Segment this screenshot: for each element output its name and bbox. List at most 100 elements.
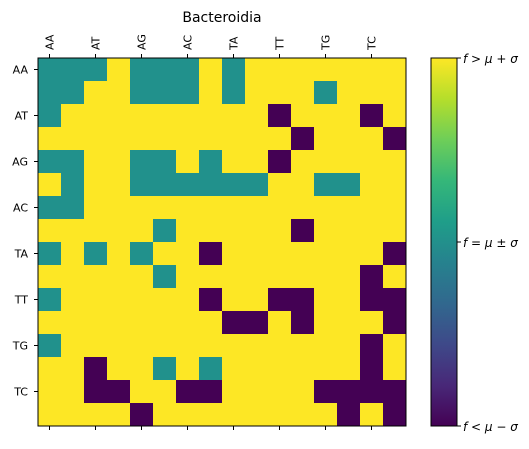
- heatmap-cell: [107, 334, 131, 358]
- heatmap-cell: [61, 150, 85, 174]
- heatmap-cell: [383, 288, 407, 312]
- heatmap-cell: [107, 104, 131, 128]
- heatmap-cell: [360, 196, 384, 220]
- heatmap-cell: [130, 58, 154, 82]
- chart-title: Bacteroidia: [182, 10, 261, 26]
- heatmap-cell: [38, 311, 62, 335]
- heatmap-cell: [245, 127, 269, 151]
- heatmap-cell: [61, 357, 85, 381]
- heatmap-cell: [268, 173, 292, 197]
- heatmap-cell: [314, 196, 338, 220]
- heatmap-cell: [268, 380, 292, 404]
- heatmap-cell: [245, 150, 269, 174]
- heatmap-cell: [314, 127, 338, 151]
- heatmap-cell: [199, 288, 223, 312]
- heatmap-cell: [337, 81, 361, 105]
- heatmap-cell: [360, 219, 384, 243]
- heatmap-cell: [153, 219, 177, 243]
- heatmap-cell: [291, 357, 315, 381]
- heatmap-cell: [268, 127, 292, 151]
- heatmap-cell: [360, 150, 384, 174]
- heatmap-cell: [360, 81, 384, 105]
- heatmap-cell: [291, 403, 315, 427]
- heatmap-cell: [153, 81, 177, 105]
- heatmap-cell: [38, 150, 62, 174]
- heatmap-cell: [130, 219, 154, 243]
- x-tick-label: TA: [228, 36, 241, 51]
- heatmap-cells: [38, 58, 407, 427]
- heatmap-cell: [199, 81, 223, 105]
- heatmap-cell: [130, 357, 154, 381]
- heatmap-cell: [337, 380, 361, 404]
- heatmap-cell: [245, 357, 269, 381]
- heatmap-cell: [38, 127, 62, 151]
- heatmap-cell: [222, 334, 246, 358]
- heatmap-cell: [199, 127, 223, 151]
- heatmap-cell: [176, 380, 200, 404]
- heatmap-cell: [314, 58, 338, 82]
- heatmap-cell: [130, 81, 154, 105]
- heatmap-cell: [337, 173, 361, 197]
- heatmap-cell: [222, 265, 246, 289]
- heatmap-cell: [360, 127, 384, 151]
- heatmap-cell: [291, 288, 315, 312]
- heatmap-cell: [383, 58, 407, 82]
- heatmap-cell: [199, 311, 223, 335]
- heatmap-cell: [383, 81, 407, 105]
- heatmap-cell: [199, 150, 223, 174]
- heatmap-cell: [268, 357, 292, 381]
- heatmap-cell: [84, 334, 108, 358]
- heatmap-cell: [291, 334, 315, 358]
- heatmap-cell: [153, 403, 177, 427]
- heatmap-cell: [38, 104, 62, 128]
- heatmap-cell: [153, 265, 177, 289]
- heatmap-cell: [222, 357, 246, 381]
- heatmap-cell: [61, 81, 85, 105]
- y-tick-label: TC: [13, 386, 28, 399]
- heatmap-cell: [199, 58, 223, 82]
- heatmap-cell: [337, 58, 361, 82]
- heatmap-cell: [107, 242, 131, 266]
- heatmap-cell: [268, 288, 292, 312]
- heatmap-cell: [222, 150, 246, 174]
- heatmap-cell: [291, 58, 315, 82]
- heatmap-cell: [199, 173, 223, 197]
- heatmap-cell: [153, 58, 177, 82]
- heatmap-cell: [176, 403, 200, 427]
- heatmap-cell: [222, 380, 246, 404]
- heatmap-cell: [153, 357, 177, 381]
- heatmap-cell: [360, 380, 384, 404]
- heatmap-cell: [38, 403, 62, 427]
- heatmap-cell: [268, 311, 292, 335]
- heatmap-cell: [291, 150, 315, 174]
- heatmap-cell: [130, 380, 154, 404]
- heatmap-cell: [107, 265, 131, 289]
- heatmap-cell: [176, 196, 200, 220]
- heatmap-cell: [61, 265, 85, 289]
- heatmap-cell: [268, 196, 292, 220]
- heatmap-cell: [383, 104, 407, 128]
- heatmap-cell: [130, 242, 154, 266]
- heatmap-cell: [245, 334, 269, 358]
- heatmap-cell: [153, 380, 177, 404]
- heatmap-cell: [222, 219, 246, 243]
- heatmap-cell: [199, 265, 223, 289]
- heatmap-cell: [130, 334, 154, 358]
- heatmap-cell: [84, 219, 108, 243]
- heatmap-cell: [268, 150, 292, 174]
- heatmap-cell: [245, 81, 269, 105]
- heatmap-cell: [245, 380, 269, 404]
- heatmap-cell: [222, 242, 246, 266]
- heatmap-cell: [245, 403, 269, 427]
- heatmap-cell: [383, 265, 407, 289]
- heatmap-cell: [176, 81, 200, 105]
- y-tick-label: TT: [14, 294, 29, 307]
- heatmap-cell: [61, 219, 85, 243]
- y-tick-label: AC: [13, 202, 28, 215]
- heatmap-cell: [61, 380, 85, 404]
- heatmap-cell: [245, 219, 269, 243]
- heatmap-cell: [337, 403, 361, 427]
- heatmap-cell: [291, 265, 315, 289]
- heatmap-cell: [360, 288, 384, 312]
- heatmap-cell: [314, 265, 338, 289]
